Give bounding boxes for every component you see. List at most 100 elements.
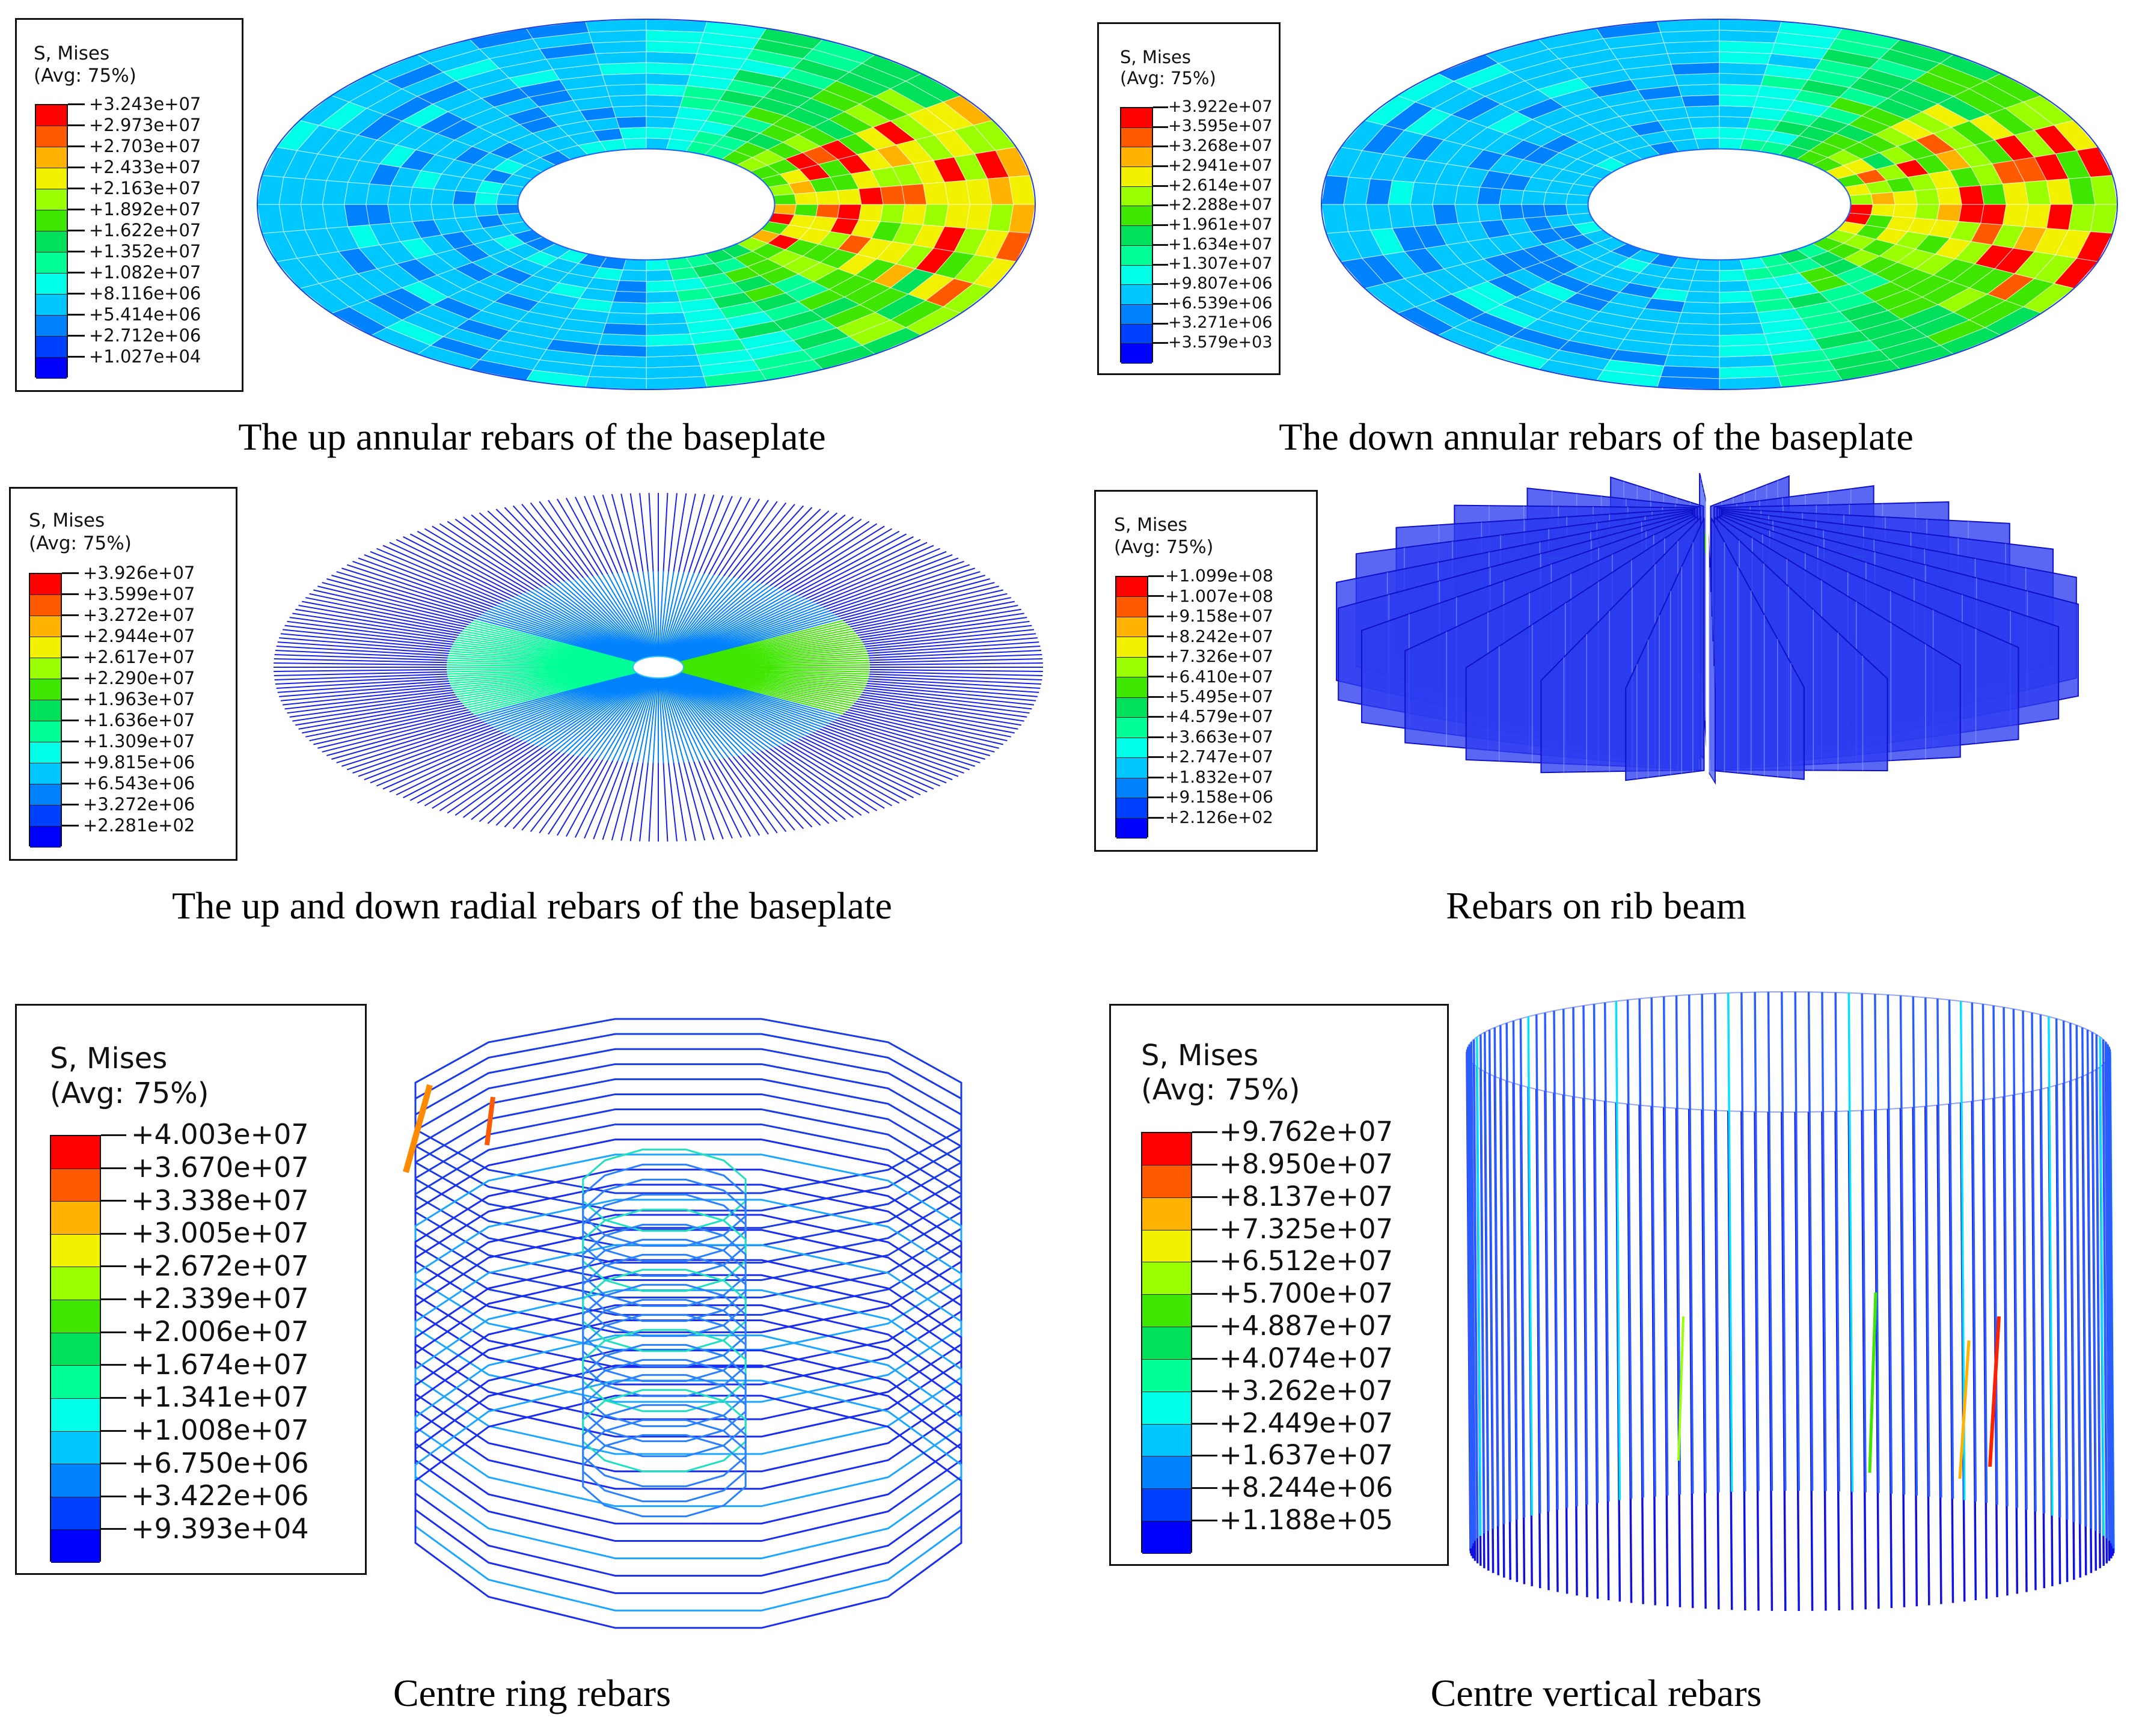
rebar-segment xyxy=(1388,180,1415,205)
radial-rebar xyxy=(537,587,644,659)
inner-ring-rebar xyxy=(582,1193,747,1277)
radial-rebar xyxy=(681,624,848,663)
legend-value-label: +3.595e+07 xyxy=(1168,117,1273,136)
rebar-segment xyxy=(1980,183,2007,205)
legend-value-label: +3.922e+07 xyxy=(1168,97,1273,116)
rebar-segment xyxy=(1410,204,1437,227)
radial-rebar xyxy=(453,643,634,665)
legend-tick xyxy=(68,251,85,252)
radial-rebar xyxy=(682,643,864,665)
radial-rebar xyxy=(760,750,846,821)
vertical-rebar xyxy=(2102,1039,2108,1539)
legend-tick xyxy=(1192,1487,1217,1490)
radial-rebar xyxy=(682,632,857,664)
radial-rebar xyxy=(454,641,634,665)
rebar-segment xyxy=(2002,182,2029,205)
outer-edge xyxy=(257,19,1036,390)
vertical-rebar xyxy=(1936,998,1942,1498)
mid-stress-rebar xyxy=(1677,1316,1685,1461)
rebar-segment xyxy=(2024,180,2051,205)
legend-tick xyxy=(101,1462,126,1465)
radial-rebar xyxy=(676,674,814,733)
legend-value-label: +2.006e+07 xyxy=(131,1315,309,1348)
radial-rebar xyxy=(663,763,669,842)
rebar-segment xyxy=(646,269,674,282)
radial-rebar xyxy=(439,745,539,811)
radial-rebar xyxy=(683,664,870,668)
radial-rebar xyxy=(277,680,449,693)
radial-rebar xyxy=(648,493,654,572)
color-swatch xyxy=(36,168,67,189)
rebar-segment xyxy=(1477,186,1502,205)
rebar-segment xyxy=(1893,190,1918,205)
color-scale xyxy=(1120,107,1153,364)
vertical-rebar xyxy=(2012,1009,2019,1508)
legend-value-label: +3.272e+07 xyxy=(83,604,195,625)
radial-rebar xyxy=(672,587,779,659)
radial-rebar xyxy=(683,662,870,668)
rebar-segment xyxy=(1670,62,1720,76)
color-swatch xyxy=(51,1267,100,1301)
radial-rebar xyxy=(276,646,448,656)
rebar-segment xyxy=(612,105,647,118)
radial-rebar xyxy=(352,724,491,774)
outer-ring-rebar xyxy=(414,1184,962,1386)
legend-value-label: +1.892e+07 xyxy=(89,198,201,219)
rebar-segment xyxy=(944,180,971,205)
radial-rebar xyxy=(677,673,821,730)
radial-rebar xyxy=(447,747,543,814)
radial-rebar xyxy=(866,637,1038,652)
color-swatch xyxy=(30,679,61,700)
vertical-rebar xyxy=(1754,992,1760,1491)
radial-rebar xyxy=(346,564,488,612)
inner-ring-rebar xyxy=(582,1283,747,1368)
color-swatch xyxy=(36,358,67,379)
radial-rebar xyxy=(279,637,450,652)
radial-rebar xyxy=(679,612,833,662)
radial-rebar xyxy=(837,575,985,617)
radial-rebar xyxy=(683,667,870,675)
radial-rebar xyxy=(539,758,594,834)
radial-rebar xyxy=(862,620,1030,643)
vertical-rebar xyxy=(1982,1004,1988,1503)
rebar-segment xyxy=(646,94,684,108)
radial-rebar xyxy=(865,629,1035,647)
legend-title: S, Mises xyxy=(1141,1039,1259,1072)
radial-rebar xyxy=(718,759,769,835)
radial-rebar xyxy=(648,763,654,842)
radial-rebar xyxy=(284,625,453,645)
radial-rebar xyxy=(495,509,570,581)
radial-rebar xyxy=(660,677,675,763)
radial-rebar xyxy=(660,677,679,763)
radial-rebar xyxy=(513,674,641,738)
radial-rebar xyxy=(863,689,1032,710)
radial-rebar xyxy=(462,749,552,818)
color-swatch xyxy=(1142,1165,1191,1198)
radial-rebar xyxy=(478,672,637,719)
radial-rebar xyxy=(869,668,1043,673)
radial-rebar xyxy=(346,723,488,771)
legend-value-label: +1.007e+08 xyxy=(1165,585,1273,606)
radial-rebar xyxy=(681,671,851,709)
rebar-segment xyxy=(365,183,391,205)
radial-rebar xyxy=(678,673,830,724)
legend-value-label: +3.422e+06 xyxy=(131,1479,309,1512)
radial-rebar xyxy=(503,674,640,733)
radial-rebar xyxy=(331,717,479,760)
radial-rebar xyxy=(564,676,648,754)
radial-rebar xyxy=(533,675,644,745)
high-stress-zone xyxy=(403,1084,433,1173)
radial-rebar xyxy=(855,605,1018,634)
vertical-rebar xyxy=(1553,1010,1559,1510)
radial-rebar xyxy=(683,657,869,667)
radial-rebar xyxy=(662,677,695,762)
radial-rebar xyxy=(447,657,634,667)
color-swatch xyxy=(1116,758,1147,778)
radial-rebar xyxy=(468,671,636,711)
vertical-rebar xyxy=(1519,1018,1526,1518)
rebar-segment xyxy=(1893,204,1918,219)
legend-tick xyxy=(1148,655,1164,658)
rebar-segment xyxy=(430,204,456,221)
radial-rebar xyxy=(506,674,641,735)
legend-value-label: +2.617e+07 xyxy=(83,646,195,667)
